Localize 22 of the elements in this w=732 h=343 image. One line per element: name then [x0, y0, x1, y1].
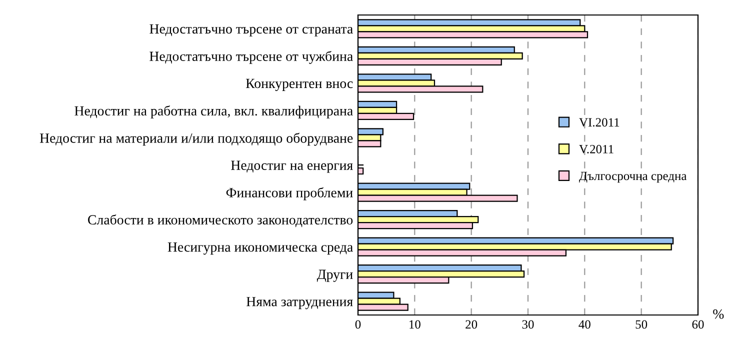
y-tick-label: Други: [316, 270, 353, 282]
x-axis-title: %: [713, 309, 724, 319]
x-tick-label: 40: [578, 320, 590, 329]
x-tick-label: 60: [692, 320, 704, 329]
y-tick-label: Няма затруднения: [246, 297, 353, 310]
x-tick-label: 30: [522, 320, 534, 329]
legend-label: VI.2011: [579, 118, 620, 127]
y-tick-label: Несигурна икономическа среда: [168, 242, 353, 255]
legend-label: V.2011: [579, 144, 614, 154]
x-tick-label: 0: [355, 320, 361, 329]
legend-label: Дългосрочна средна: [579, 172, 687, 183]
y-tick-label: Недостиг на материали и/или подходящо оборудване: [40, 132, 353, 146]
y-tick-label: Недостатъчно търсене от страната: [150, 24, 353, 36]
y-tick-label: Финансови проблеми: [226, 187, 353, 200]
y-tick-label: Недостатъчно търсене от чужбина: [150, 50, 353, 64]
y-tick-label: Недостиг на работна сила, вкл. квалифицирана: [74, 105, 353, 118]
y-tick-label: Конкурентен внос: [246, 78, 353, 91]
x-tick-label: 50: [636, 320, 648, 329]
x-tick-label: 10: [410, 320, 420, 329]
y-tick-label: Слабости в икономическото законодателство: [88, 214, 353, 228]
x-tick-label: 20: [466, 320, 478, 329]
y-tick-label: Недостиг на енергия: [231, 160, 353, 173]
